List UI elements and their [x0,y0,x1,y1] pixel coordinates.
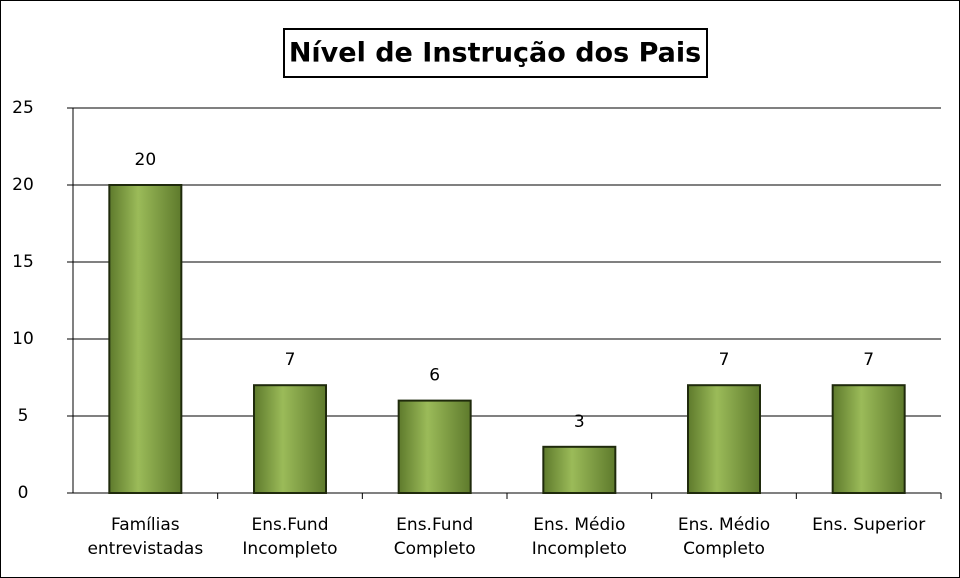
y-tick-label: 25 [12,98,34,118]
y-tick-label: 10 [12,329,34,349]
y-tick-label: 20 [12,175,34,195]
bar [108,184,183,494]
x-tick-label: Ens.Fund Completo [393,515,476,559]
x-tick-label: Ens. Médio Completo [677,515,771,559]
data-label: 7 [719,350,730,370]
bar [542,445,617,494]
y-tick-label: 5 [18,406,29,426]
bar [687,384,761,495]
data-label: 7 [285,350,296,370]
x-tick-label: Ens.Fund Incompleto [242,515,338,559]
chart-title: Nível de Instrução dos Pais [289,38,701,69]
data-label: 20 [135,150,157,170]
x-tick-label: Ens. Superior [812,515,926,535]
bar [253,384,327,495]
x-tick-label: Ens. Médio Incompleto [531,515,627,559]
data-label: 6 [429,366,440,386]
bar [831,384,906,495]
data-label: 7 [863,350,874,370]
bar [397,399,472,495]
y-tick-label: 0 [18,483,29,503]
y-tick-label: 15 [12,252,34,272]
data-label: 3 [574,412,585,432]
x-tick-label: Famílias entrevistadas [87,515,204,559]
title-box [283,28,708,78]
